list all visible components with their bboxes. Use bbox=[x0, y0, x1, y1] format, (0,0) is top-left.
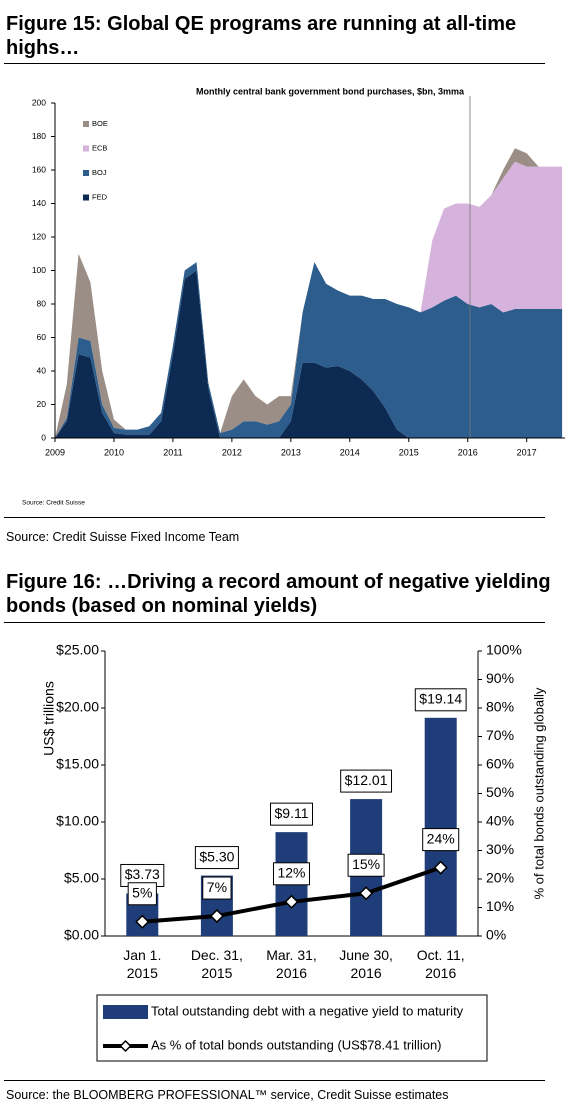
legend-label: BOJ bbox=[92, 168, 107, 177]
y-tick-label: 200 bbox=[32, 97, 46, 107]
point bbox=[433, 860, 448, 875]
y2-tick-label: 10% bbox=[486, 898, 514, 914]
bar bbox=[424, 717, 457, 936]
source: Source: Credit Suisse Fixed Income Team bbox=[6, 530, 240, 544]
y-tick-label: $20.00 bbox=[56, 699, 99, 715]
data-label: $5.30 bbox=[199, 848, 234, 864]
x-tick-label: 2013 bbox=[281, 447, 301, 457]
legend-box bbox=[96, 994, 488, 1062]
label-box bbox=[340, 769, 393, 793]
x-tick-label: Dec. 31, 2015 bbox=[190, 947, 243, 981]
y-tick-label: 100 bbox=[32, 265, 46, 275]
label-box bbox=[270, 802, 313, 826]
data-label: $3.73 bbox=[125, 866, 160, 882]
area bbox=[55, 270, 563, 438]
y-tick-label: 40 bbox=[37, 365, 47, 375]
y-tick-label: $15.00 bbox=[56, 756, 99, 772]
y-tick-label: $10.00 bbox=[56, 813, 99, 829]
chart-title: Monthly central bank government bond pur… bbox=[196, 86, 465, 96]
data-label: 24% bbox=[427, 830, 455, 846]
x-tick-label: Jan 1. 2015 bbox=[123, 947, 162, 981]
y2-tick-label: 90% bbox=[486, 670, 514, 686]
y-tick-label: 140 bbox=[32, 198, 46, 208]
y2-axis-label: % of total bonds outstanding globally bbox=[531, 687, 546, 899]
figure-heading: Figure 16: …Driving a record amount of n… bbox=[6, 571, 551, 617]
label-box bbox=[194, 846, 239, 870]
y-tick-label: 80 bbox=[37, 298, 47, 308]
area bbox=[55, 148, 563, 438]
legend-swatch bbox=[83, 121, 89, 127]
legend-label: FED bbox=[92, 192, 108, 201]
legend-label: As % of total bonds outstanding (US$78.4… bbox=[151, 1037, 442, 1052]
y-tick-label: $25.00 bbox=[56, 642, 99, 658]
x-tick-label: 2015 bbox=[399, 447, 419, 457]
label-box bbox=[272, 862, 311, 886]
x-tick-label: 2014 bbox=[340, 447, 360, 457]
y-tick-label: 120 bbox=[32, 231, 46, 241]
label-box bbox=[422, 828, 460, 852]
x-tick-label: Oct. 11, 2016 bbox=[416, 947, 465, 981]
label-box bbox=[347, 853, 385, 877]
y2-tick-label: 70% bbox=[486, 727, 514, 743]
x-tick-label: 2009 bbox=[45, 447, 65, 457]
y-tick-label: 20 bbox=[37, 399, 47, 409]
data-label: $19.14 bbox=[419, 691, 462, 707]
y2-tick-label: 40% bbox=[486, 813, 514, 829]
data-label: 15% bbox=[352, 856, 380, 872]
y-tick-label: $5.00 bbox=[64, 870, 99, 886]
source: Source: the BLOOMBERG PROFESSIONAL™ serv… bbox=[6, 1088, 449, 1102]
x-tick-label: 2017 bbox=[517, 447, 537, 457]
x-tick-label: 2011 bbox=[163, 447, 182, 457]
y-tick-label: 160 bbox=[32, 164, 46, 174]
y-tick-label: 60 bbox=[37, 332, 47, 342]
y-tick-label: 180 bbox=[32, 131, 46, 141]
legend-swatch bbox=[103, 1005, 148, 1019]
legend-swatch bbox=[119, 1039, 132, 1053]
legend-label: BOE bbox=[92, 119, 108, 128]
label-box bbox=[202, 876, 232, 900]
data-label: $12.01 bbox=[345, 772, 388, 788]
x-tick-label: June 30, 2016 bbox=[339, 947, 393, 981]
legend-swatch bbox=[83, 170, 89, 176]
y-axis-label: US$ trillions bbox=[41, 681, 57, 756]
y-tick-label: 0 bbox=[41, 432, 46, 442]
data-label: 5% bbox=[132, 884, 152, 900]
y2-tick-label: 20% bbox=[486, 870, 514, 886]
label-box bbox=[127, 882, 157, 906]
y2-tick-label: 30% bbox=[486, 841, 514, 857]
point bbox=[135, 914, 150, 929]
y-tick-label: $0.00 bbox=[64, 927, 99, 943]
figure-heading: Figure 15: Global QE programs are runnin… bbox=[6, 13, 517, 59]
area bbox=[55, 262, 563, 438]
legend-swatch bbox=[83, 145, 89, 152]
x-tick-label: 2016 bbox=[458, 447, 478, 457]
x-tick-label: 2012 bbox=[222, 447, 242, 457]
y2-tick-label: 0% bbox=[486, 927, 506, 943]
label-box bbox=[414, 688, 467, 712]
y2-tick-label: 100% bbox=[486, 642, 522, 658]
data-label: $9.11 bbox=[275, 805, 309, 821]
legend-swatch bbox=[83, 194, 89, 201]
point bbox=[359, 886, 374, 901]
data-label: 7% bbox=[207, 879, 227, 895]
point bbox=[284, 894, 299, 909]
chart-source: Source: Credit Suisse bbox=[22, 500, 85, 507]
area bbox=[55, 161, 563, 438]
legend-label: ECB bbox=[92, 143, 107, 152]
data-label: 12% bbox=[277, 865, 305, 881]
legend-label: Total outstanding debt with a negative y… bbox=[151, 1003, 464, 1018]
y2-tick-label: 50% bbox=[486, 784, 514, 800]
y2-tick-label: 80% bbox=[486, 699, 514, 715]
x-tick-label: Mar. 31, 2016 bbox=[266, 947, 317, 981]
y2-tick-label: 60% bbox=[486, 756, 514, 772]
point bbox=[209, 908, 224, 924]
x-tick-label: 2010 bbox=[104, 447, 124, 457]
